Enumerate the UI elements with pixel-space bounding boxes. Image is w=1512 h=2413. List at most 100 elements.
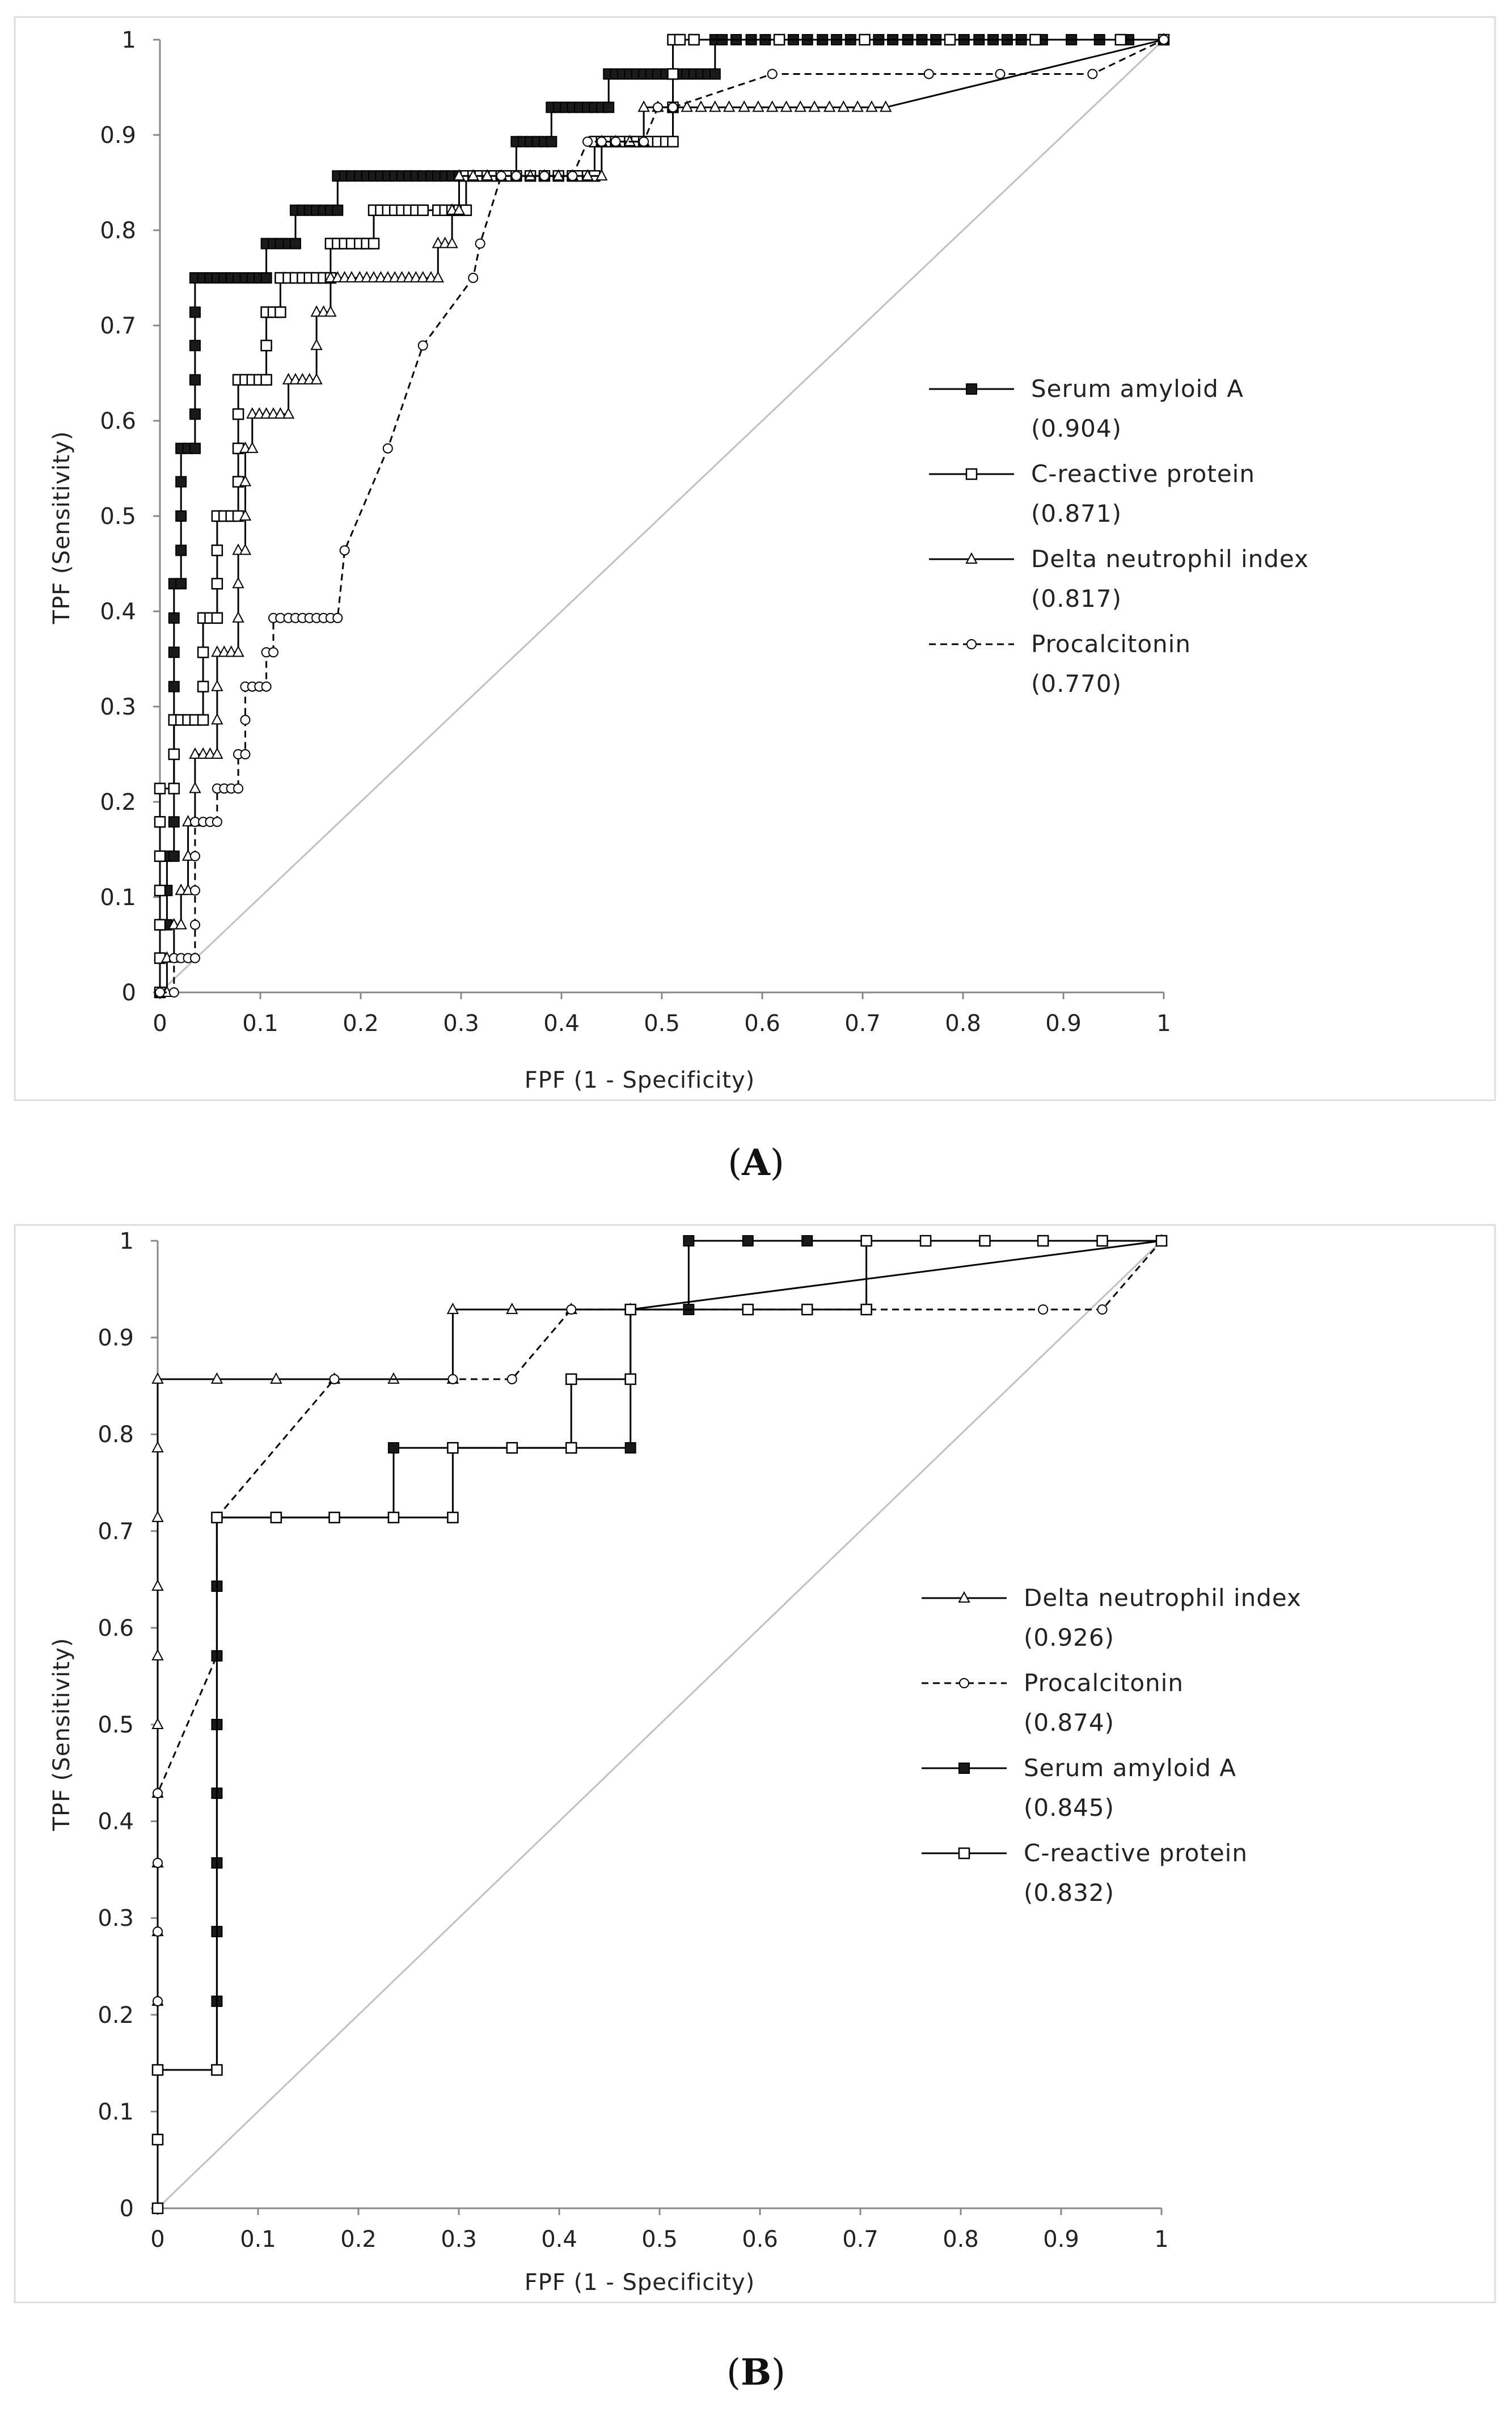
panel-a-point-delta-neutrophil-index [274, 407, 287, 419]
panel-a-point-delta-neutrophil-index [267, 407, 280, 419]
panel-a-point-serum-amyloid-a [175, 476, 187, 488]
panel-a-point-delta-neutrophil-index [211, 713, 223, 725]
panel-a-point-delta-neutrophil-index [395, 271, 408, 282]
panel-b-x-tick-label: 0.1 [240, 2226, 276, 2253]
panel-a-point-delta-neutrophil-index [837, 100, 850, 112]
panel-a-point-delta-neutrophil-index [204, 747, 217, 759]
panel-b-point-c-reactive-protein [801, 1303, 813, 1316]
panel-b-legend-auc-serum-amyloid-a: (0.845) [1024, 1794, 1114, 1822]
panel-a-point-procalcitonin [468, 273, 479, 283]
panel-a-point-serum-amyloid-a [189, 306, 201, 318]
panel-a-point-procalcitonin [923, 69, 934, 79]
panel-a-point-delta-neutrophil-index [175, 884, 187, 895]
panel-a-point-serum-amyloid-a [289, 238, 301, 250]
panel-a-point-serum-amyloid-a [709, 68, 721, 80]
panel-b-x-tick-label: 0.2 [340, 2226, 377, 2253]
panel-a-point-procalcitonin [268, 647, 279, 658]
panel-a-point-procalcitonin [1159, 35, 1169, 45]
panel-a-point-delta-neutrophil-index [353, 271, 366, 282]
panel-a-point-delta-neutrophil-index [260, 407, 273, 419]
panel-a-point-procalcitonin [339, 545, 350, 556]
panel-b-point-c-reactive-protein [211, 2064, 223, 2076]
panel-b-legend-label-serum-amyloid-a: Serum amyloid A [1024, 1754, 1236, 1782]
panel-a-point-delta-neutrophil-index [623, 134, 636, 146]
panel-a-point-delta-neutrophil-index [709, 100, 721, 112]
panel-b-y-tick-label: 0.1 [98, 2099, 134, 2125]
panel-a-point-c-reactive-protein [154, 783, 166, 795]
panel-a-point-delta-neutrophil-index [368, 271, 380, 282]
panel-b-y-tick-label: 0.5 [98, 1712, 134, 1738]
panel-a-x-tick-label: 0.2 [343, 1011, 379, 1037]
panel-a-x-axis-title: FPF (1 - Specificity) [525, 1067, 755, 1093]
panel-b-x-tick-label: 0.4 [541, 2226, 577, 2253]
panel-a-point-procalcitonin [668, 102, 678, 113]
panel-b-legend-label-procalcitonin: Procalcitonin [1024, 1669, 1184, 1697]
panel-a-legend-label-delta-neutrophil-index: Delta neutrophil index [1031, 545, 1309, 573]
panel-a-point-c-reactive-protein [197, 714, 209, 726]
panel-a-point-c-reactive-protein [260, 340, 272, 352]
panel-b-x-tick-label: 0.3 [441, 2226, 477, 2253]
panel-a-point-delta-neutrophil-index [808, 100, 821, 112]
panel-a-legend-marker-delta-neutrophil-index [965, 552, 978, 564]
panel-a-point-delta-neutrophil-index [446, 236, 458, 248]
panel-a-point-c-reactive-protein [154, 919, 166, 931]
panel-b-reference-diagonal [157, 1240, 1163, 2209]
panel-a-point-serum-amyloid-a [168, 816, 180, 828]
panel-b-point-procalcitonin [447, 1374, 458, 1384]
panel-b-point-delta-neutrophil-index [151, 1510, 164, 1522]
panel-a-point-c-reactive-protein [154, 850, 166, 863]
panel-b-point-delta-neutrophil-index [210, 1372, 223, 1384]
panel-a-point-serum-amyloid-a [168, 681, 180, 692]
panel-a-point-procalcitonin [155, 987, 165, 998]
panel-a-point-procalcitonin [496, 171, 506, 181]
panel-a-point-c-reactive-protein [211, 544, 223, 556]
panel-b-point-c-reactive-protein [1037, 1235, 1049, 1247]
panel-a-point-procalcitonin [382, 443, 393, 454]
panel-a-point-serum-amyloid-a [175, 578, 187, 590]
panel-b-y-tick-label: 0.4 [98, 1809, 134, 1835]
panel-b-point-delta-neutrophil-index [446, 1302, 459, 1315]
panel-a-point-c-reactive-protein [197, 646, 209, 658]
panel-a-point-serum-amyloid-a [260, 272, 272, 284]
panel-a-point-delta-neutrophil-index [453, 203, 466, 215]
panel-b-point-c-reactive-protein [919, 1235, 932, 1247]
panel-a-point-delta-neutrophil-index [239, 475, 252, 487]
panel-a-point-c-reactive-protein [211, 578, 223, 590]
panel-a-point-procalcitonin [652, 102, 663, 113]
panel-a-legend-auc-procalcitonin: (0.770) [1031, 670, 1122, 698]
panel-a-point-c-reactive-protein [154, 884, 166, 897]
panel-a-point-delta-neutrophil-index [695, 100, 707, 112]
panel-b-point-delta-neutrophil-index [151, 1649, 164, 1660]
panel-a-y-tick-label: 0.3 [100, 694, 136, 720]
panel-a-point-serum-amyloid-a [168, 612, 180, 624]
panel-b-y-tick-label: 1 [120, 1228, 134, 1254]
panel-a-point-delta-neutrophil-index [324, 271, 337, 282]
panel-a-x-tick-label: 0.9 [1045, 1011, 1082, 1037]
panel-a-point-delta-neutrophil-index [417, 271, 429, 282]
panel-a-frame [14, 16, 1496, 1101]
panel-b-point-procalcitonin [506, 1374, 517, 1384]
panel-b-point-serum-amyloid-a [801, 1235, 813, 1246]
panel-b-point-procalcitonin [1097, 1304, 1108, 1315]
panel-b-legend-auc-delta-neutrophil-index: (0.926) [1024, 1624, 1114, 1651]
panel-a-point-delta-neutrophil-index [239, 441, 252, 453]
panel-a-y-tick-label: 0.1 [100, 885, 136, 911]
panel-b-point-delta-neutrophil-index [151, 1717, 164, 1729]
panel-a-point-c-reactive-protein [1029, 33, 1041, 46]
panel-b-point-c-reactive-protein [565, 1442, 577, 1454]
panel-b-point-c-reactive-protein [506, 1442, 518, 1454]
panel-a-point-c-reactive-protein [417, 204, 429, 216]
panel-a-point-procalcitonin [767, 69, 778, 79]
panel-b-point-c-reactive-protein [447, 1511, 459, 1524]
panel-a-point-c-reactive-protein [667, 68, 679, 80]
panel-a-point-c-reactive-protein [232, 408, 244, 420]
panel-b-y-tick-label: 0.9 [98, 1325, 134, 1351]
panel-b-point-c-reactive-protein [151, 2064, 164, 2076]
panel-a-point-delta-neutrophil-index [780, 100, 793, 112]
panel-a-point-delta-neutrophil-index [481, 169, 493, 181]
panel-a-point-procalcitonin [582, 136, 593, 147]
panel-a-y-tick-label: 0.2 [100, 789, 136, 815]
panel-a-point-procalcitonin [610, 136, 621, 147]
panel-a-y-tick-label: 0.9 [100, 122, 136, 149]
